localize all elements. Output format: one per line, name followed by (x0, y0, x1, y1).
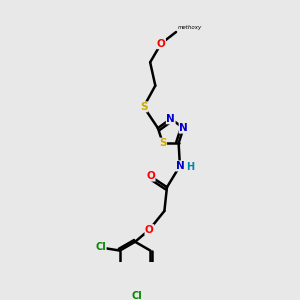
Text: Cl: Cl (95, 242, 106, 253)
Text: H: H (186, 162, 194, 172)
Text: N: N (179, 123, 188, 133)
Text: N: N (166, 114, 175, 124)
Text: N: N (176, 161, 184, 171)
Text: O: O (157, 39, 165, 49)
Text: Cl: Cl (132, 291, 142, 300)
Text: methoxy: methoxy (177, 25, 202, 30)
Text: S: S (140, 102, 147, 112)
Text: O: O (145, 225, 154, 235)
Text: S: S (159, 138, 166, 148)
Text: O: O (146, 171, 155, 181)
